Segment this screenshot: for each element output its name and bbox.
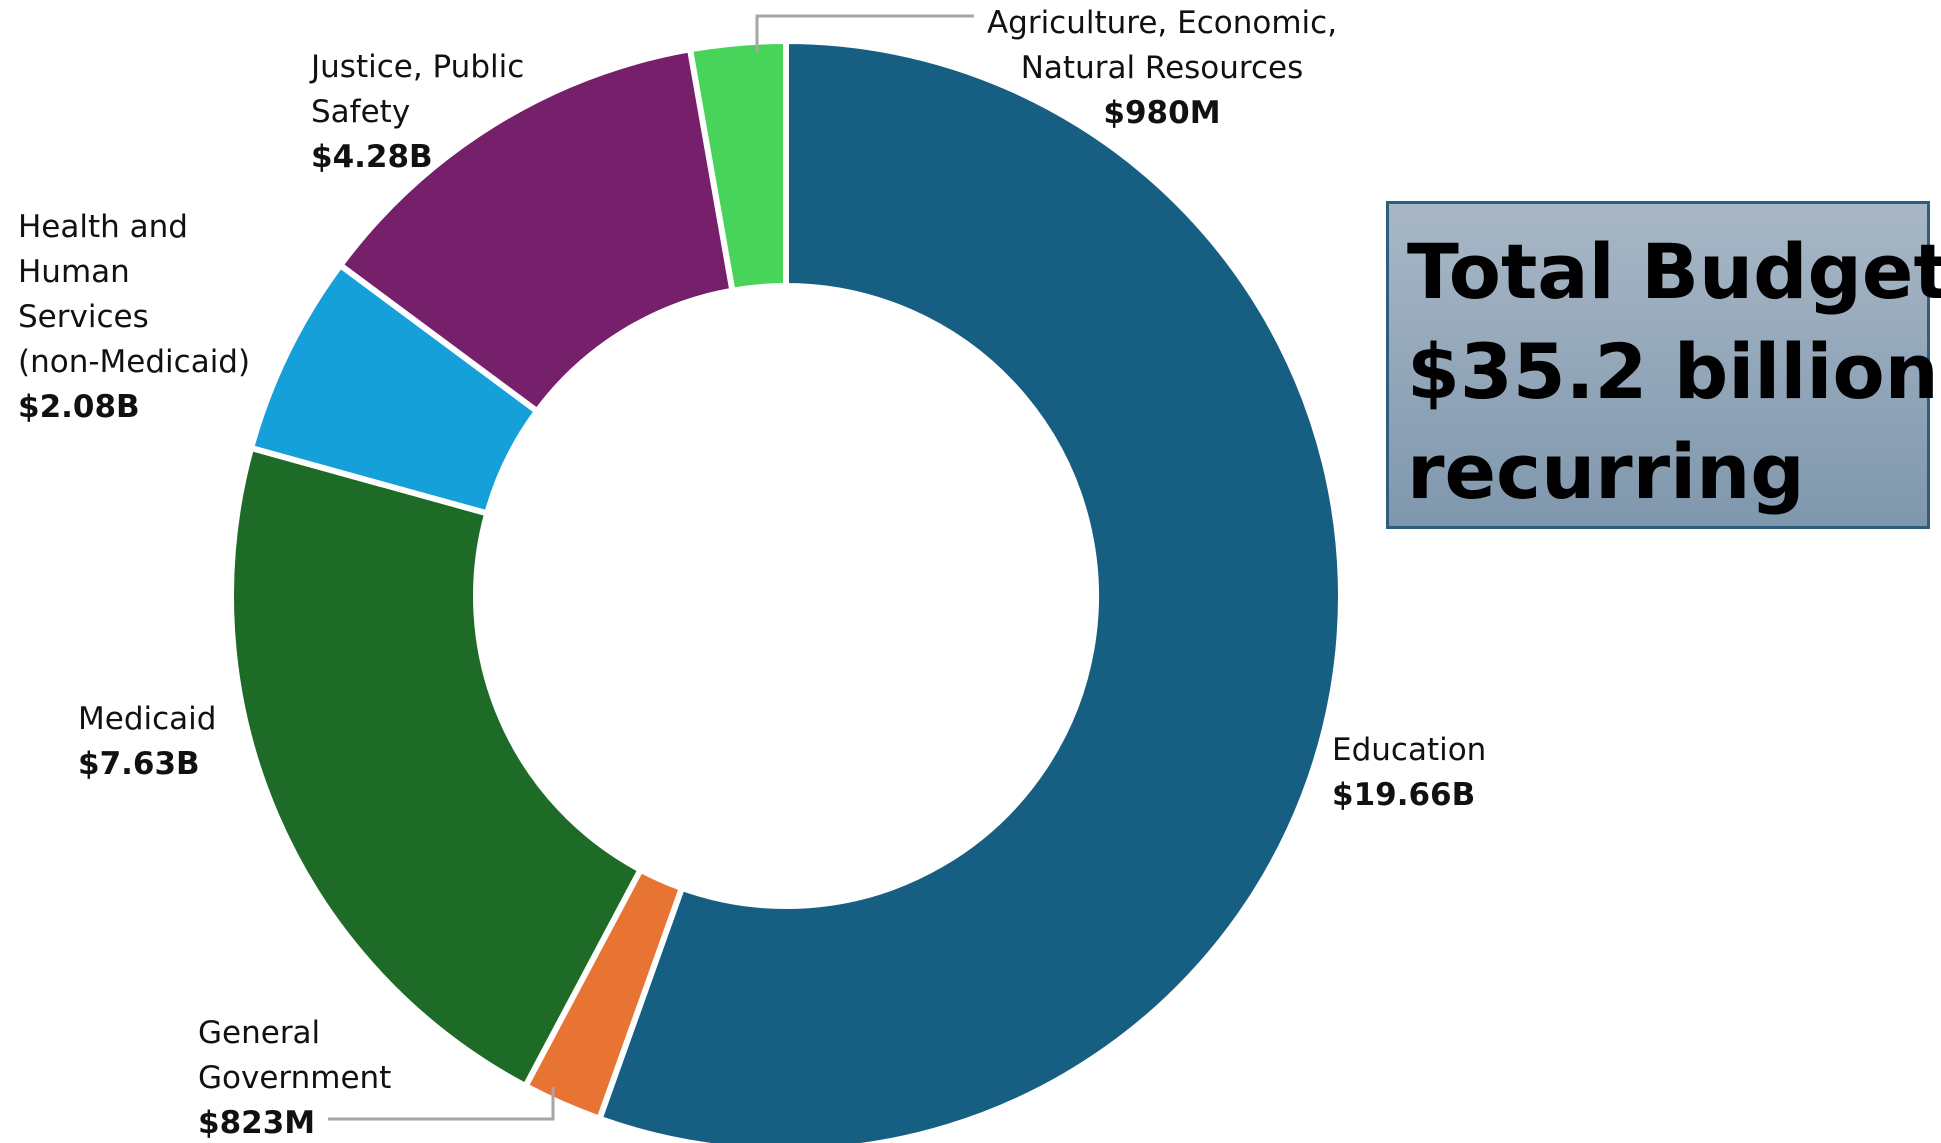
value-justice-public-safety: $4.28B: [311, 139, 433, 175]
label-justice-public-safety-line-1: Justice, Public: [309, 49, 524, 85]
label-agriculture-economic-natural-resources-line-1: Agriculture, Economic,: [987, 5, 1337, 41]
total-budget-title: Total Budget:: [1407, 227, 1941, 316]
slice-education: [596, 38, 1344, 1143]
leader-lines: [328, 14, 974, 1121]
value-health-and-human-services-non-medicaid: $2.08B: [18, 389, 140, 425]
label-health-and-human-services-non-medicaid-line-4: (non-Medicaid): [18, 344, 250, 380]
value-medicaid: $7.63B: [78, 746, 200, 782]
value-agriculture-economic-natural-resources: $980M: [1103, 95, 1220, 131]
slice-medicaid: [228, 444, 644, 1090]
slice-justice-public-safety: [337, 46, 736, 415]
value-education: $19.66B: [1332, 777, 1475, 813]
segment-labels: Education $19.66B General Government $823M Me…: [18, 5, 1486, 1141]
label-general-government-line-2: Government: [198, 1060, 391, 1096]
leader-agriculture: [755, 14, 974, 52]
total-budget-amount: $35.2 billion: [1407, 327, 1939, 416]
label-justice-public-safety-line-2: Safety: [311, 94, 410, 130]
total-budget-note: recurring: [1407, 427, 1805, 516]
label-general-government-line-1: General: [198, 1015, 320, 1051]
value-general-government: $823M: [198, 1105, 315, 1141]
label-medicaid-line-1: Medicaid: [78, 701, 216, 737]
label-health-and-human-services-non-medicaid-line-1: Health and: [18, 209, 188, 245]
donut-slices: [228, 38, 1344, 1143]
leader-general-government: [328, 1087, 555, 1121]
label-health-and-human-services-non-medicaid-line-2: Human: [18, 254, 130, 290]
label-agriculture-economic-natural-resources-line-2: Natural Resources: [1021, 50, 1304, 86]
slice-agriculture-economic-natural-resources: [687, 38, 789, 294]
label-health-and-human-services-non-medicaid-line-3: Services: [18, 299, 149, 335]
label-education-line-1: Education: [1332, 732, 1486, 768]
total-budget-box: Total Budget: $35.2 billion recurring: [1386, 201, 1941, 529]
